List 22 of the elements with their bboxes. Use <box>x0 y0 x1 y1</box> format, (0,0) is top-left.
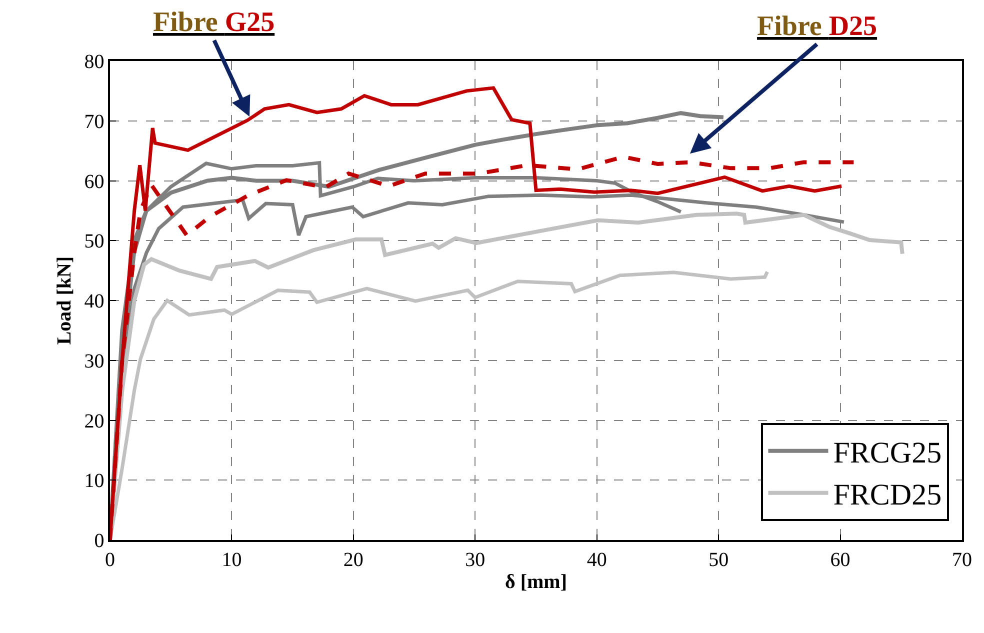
y-axis-title: Load [kN] <box>53 256 76 345</box>
x-tick-label: 50 <box>708 548 729 571</box>
y-tick-label: 40 <box>84 290 104 312</box>
x-tick-label: 10 <box>222 548 242 571</box>
y-tick-label: 80 <box>84 51 104 73</box>
y-tick-label: 20 <box>84 410 104 432</box>
y-tick-label: 0 <box>94 530 104 552</box>
y-tick-label: 60 <box>84 170 104 193</box>
y-tick-label: 50 <box>84 230 104 253</box>
x-tick-label: 30 <box>465 548 486 571</box>
legend-label: FRCG25 <box>833 436 942 470</box>
x-tick-label: 40 <box>586 548 607 571</box>
x-axis-title: δ [mm] <box>504 570 568 593</box>
annotation: Fibre D25 <box>757 11 878 42</box>
legend-label: FRCD25 <box>833 478 942 512</box>
y-tick-label: 30 <box>84 350 104 372</box>
y-tick-label: 10 <box>84 470 104 492</box>
x-tick-label: 70 <box>952 548 972 571</box>
x-tick-label: 60 <box>830 548 850 571</box>
annotation: Fibre G25 <box>153 7 275 38</box>
x-tick-label: 20 <box>343 548 364 571</box>
y-tick-label: 70 <box>84 110 104 133</box>
